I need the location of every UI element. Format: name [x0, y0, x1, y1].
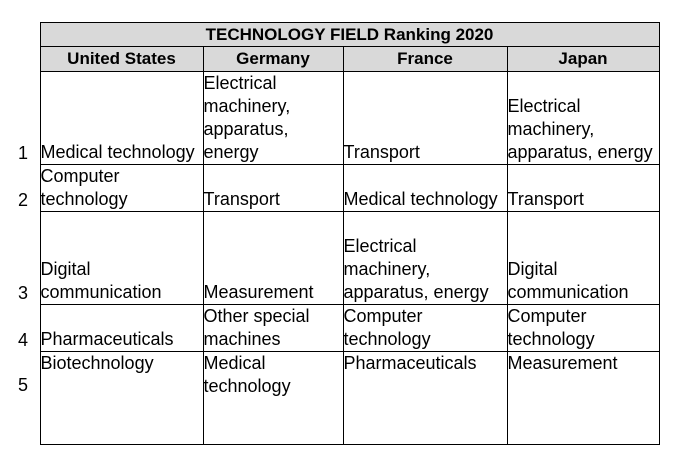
cell-text: Computer technology	[507, 306, 595, 349]
table-row: 2 Computer technology Transport Medical …	[18, 164, 660, 212]
table-cell: Biotechnology	[39, 351, 204, 445]
table-cell: Pharmaceuticals	[39, 304, 204, 352]
rank-number: 2	[18, 189, 29, 210]
table-row: 4 Pharmaceuticals Other special machines…	[18, 304, 660, 352]
cell-text: Other special machines	[203, 306, 310, 349]
table-cell: Digital communication	[39, 211, 204, 305]
cell-text: Transport	[203, 189, 280, 209]
table-cell: Electrical machinery, apparatus, energy	[506, 71, 660, 165]
table-row: 5 Biotechnology Medical technology Pharm…	[18, 351, 660, 445]
table-title: TECHNOLOGY FIELD Ranking 2020	[39, 22, 660, 47]
table-cell: Medical technology	[202, 351, 344, 445]
cell-text: Measurement	[203, 282, 314, 302]
table-row: 1 Medical technology Electrical machiner…	[18, 71, 660, 165]
cell-text: Computer technology	[343, 306, 431, 349]
column-header-germany: Germany	[202, 46, 344, 72]
cell-text: Medical technology	[343, 189, 498, 209]
table-cell: Computer technology	[39, 164, 204, 212]
corner-cell	[18, 23, 40, 47]
cell-text: Digital communication	[40, 259, 162, 302]
table-cell: Computer technology	[506, 304, 660, 352]
table-cell: Medical technology	[39, 71, 204, 165]
rank-number: 3	[18, 282, 29, 303]
cell-text: Digital communication	[507, 259, 629, 302]
cell-text: Measurement	[507, 353, 618, 373]
column-header-japan: Japan	[506, 46, 660, 72]
table-cell: Measurement	[202, 211, 344, 305]
table-cell: Other special machines	[202, 304, 344, 352]
cell-text: Transport	[343, 142, 420, 162]
cell-text: Computer technology	[40, 166, 128, 209]
table-cell: Computer technology	[342, 304, 508, 352]
rank-number: 5	[18, 374, 29, 395]
table-cell: Medical technology	[342, 164, 508, 212]
column-header-united-states: United States	[39, 46, 204, 72]
cell-text: Electrical machinery, apparatus, energy	[343, 236, 489, 302]
table-cell: Pharmaceuticals	[342, 351, 508, 445]
cell-text: Pharmaceuticals	[343, 353, 477, 373]
cell-text: Medical technology	[40, 142, 195, 162]
cell-text: Biotechnology	[40, 353, 154, 373]
title-row: TECHNOLOGY FIELD Ranking 2020	[18, 22, 660, 47]
table-cell: Electrical machinery, apparatus, energy	[342, 211, 508, 305]
corner-cell	[18, 47, 40, 72]
ranking-table: TECHNOLOGY FIELD Ranking 2020 United Sta…	[18, 22, 660, 445]
table-cell: Digital communication	[506, 211, 660, 305]
table-cell: Electrical machinery, apparatus, energy	[202, 71, 344, 165]
table-cell: Measurement	[506, 351, 660, 445]
column-header-france: France	[342, 46, 508, 72]
cell-text: Medical technology	[203, 353, 291, 396]
table-cell: Transport	[202, 164, 344, 212]
cell-text: Electrical machinery, apparatus, energy	[203, 73, 291, 162]
table-row: 3 Digital communication Measurement Elec…	[18, 211, 660, 305]
cell-text: Electrical machinery, apparatus, energy	[507, 96, 653, 162]
cell-text: Pharmaceuticals	[40, 329, 174, 349]
rank-number: 4	[18, 329, 29, 350]
header-row: United States Germany France Japan	[18, 46, 660, 72]
cell-text: Transport	[507, 189, 584, 209]
table-cell: Transport	[506, 164, 660, 212]
rank-number: 1	[18, 142, 29, 163]
table-cell: Transport	[342, 71, 508, 165]
